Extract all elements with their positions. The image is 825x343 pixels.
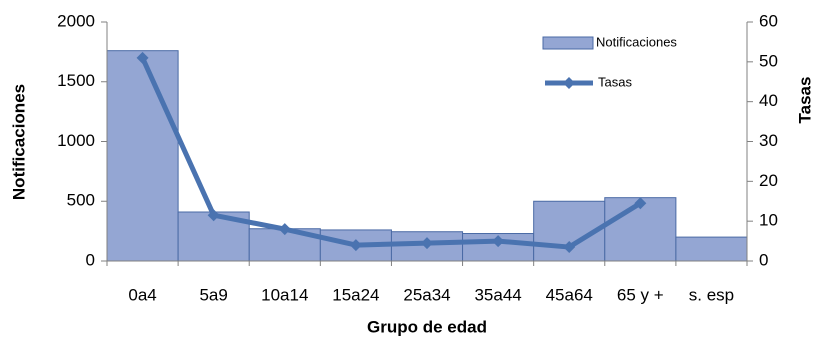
y2-tick-label: 40 bbox=[759, 91, 778, 110]
x-tick-label: 15a24 bbox=[332, 285, 379, 304]
line bbox=[140, 56, 642, 250]
y-axis-title: Notificaciones bbox=[9, 84, 28, 200]
y2-axis-title: Tasas bbox=[795, 77, 814, 124]
point bbox=[634, 197, 647, 210]
y2-tick-label: 50 bbox=[759, 51, 778, 70]
x-tick-label: 10a14 bbox=[261, 285, 308, 304]
legend-swatch bbox=[542, 36, 594, 50]
x-tick-label: 5a9 bbox=[199, 285, 227, 304]
x-tick-label: 45a64 bbox=[546, 285, 593, 304]
legend-label: Notificaciones bbox=[596, 34, 677, 49]
x-tick-label: 65 y + bbox=[617, 285, 664, 304]
point bbox=[278, 223, 291, 236]
bar bbox=[675, 236, 748, 262]
y2-tick-label: 60 bbox=[759, 11, 778, 30]
point bbox=[207, 209, 220, 222]
y2-tick-label: 0 bbox=[759, 250, 768, 269]
bar bbox=[106, 50, 179, 262]
point bbox=[349, 239, 362, 252]
y-tick-label: 2000 bbox=[57, 11, 95, 30]
y-tick-label: 1500 bbox=[57, 71, 95, 90]
point bbox=[136, 51, 149, 64]
point bbox=[563, 241, 576, 254]
y-tick-label: 0 bbox=[86, 250, 95, 269]
y2-tick-label: 10 bbox=[759, 211, 778, 230]
y2-tick-label: 20 bbox=[759, 171, 778, 190]
y-tick-label: 500 bbox=[67, 191, 95, 210]
x-tick-label: 0a4 bbox=[128, 285, 156, 304]
y-tick-label: 1000 bbox=[57, 131, 95, 150]
x-tick-label: 35a44 bbox=[474, 285, 521, 304]
x-axis-title: Grupo de edad bbox=[367, 317, 487, 336]
y2-tick-label: 30 bbox=[759, 131, 778, 150]
legend-marker bbox=[563, 77, 575, 89]
point bbox=[421, 237, 433, 250]
legend-label: Tasas bbox=[598, 74, 632, 89]
x-tick-label: s. esp bbox=[689, 285, 734, 304]
x-tick-label: 25a34 bbox=[403, 285, 450, 304]
point bbox=[492, 235, 505, 248]
